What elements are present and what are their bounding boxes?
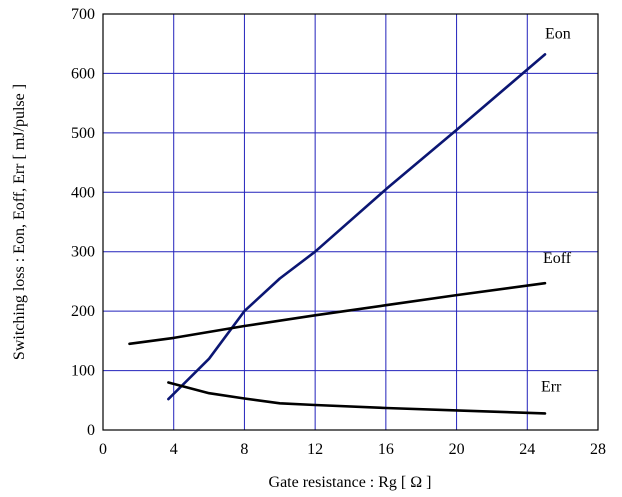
x-tick-label: 20 — [449, 441, 465, 458]
series-labels: Eon Eoff Err — [541, 25, 572, 395]
x-axis-title: Gate resistance : Rg [ Ω ] — [269, 474, 432, 491]
y-tick-label: 700 — [71, 6, 95, 23]
x-tick-label: 24 — [519, 441, 535, 458]
y-tick-label: 300 — [71, 244, 95, 261]
y-tick-label: 100 — [71, 363, 95, 380]
x-tick-label: 16 — [378, 441, 394, 458]
series-line-err — [167, 381, 547, 415]
x-tick-label: 0 — [99, 441, 107, 458]
y-tick-label: 600 — [71, 65, 95, 82]
series-label-eoff: Eoff — [543, 250, 572, 267]
y-tick-label: 200 — [71, 303, 95, 320]
series-layer — [128, 53, 547, 415]
grid — [103, 14, 598, 430]
x-tick-label: 4 — [170, 441, 178, 458]
x-tick-label: 28 — [590, 441, 606, 458]
y-axis-title: Switching loss : Eon, Eoff, Err [ mJ/pul… — [11, 84, 28, 360]
x-tick-label: 8 — [240, 441, 248, 458]
plot-frame — [102, 13, 599, 431]
x-tick-label: 12 — [307, 441, 323, 458]
y-tick-labels: 0 100 200 300 400 500 600 700 — [71, 6, 95, 439]
y-tick-label: 500 — [71, 125, 95, 142]
series-line-eoff — [128, 281, 547, 346]
y-tick-label: 0 — [87, 422, 95, 439]
series-label-err: Err — [541, 378, 562, 395]
x-tick-labels: 0 4 8 12 16 20 24 28 — [99, 441, 606, 458]
series-label-eon: Eon — [545, 25, 571, 42]
y-tick-label: 400 — [71, 184, 95, 201]
series-line-eon — [167, 53, 547, 401]
